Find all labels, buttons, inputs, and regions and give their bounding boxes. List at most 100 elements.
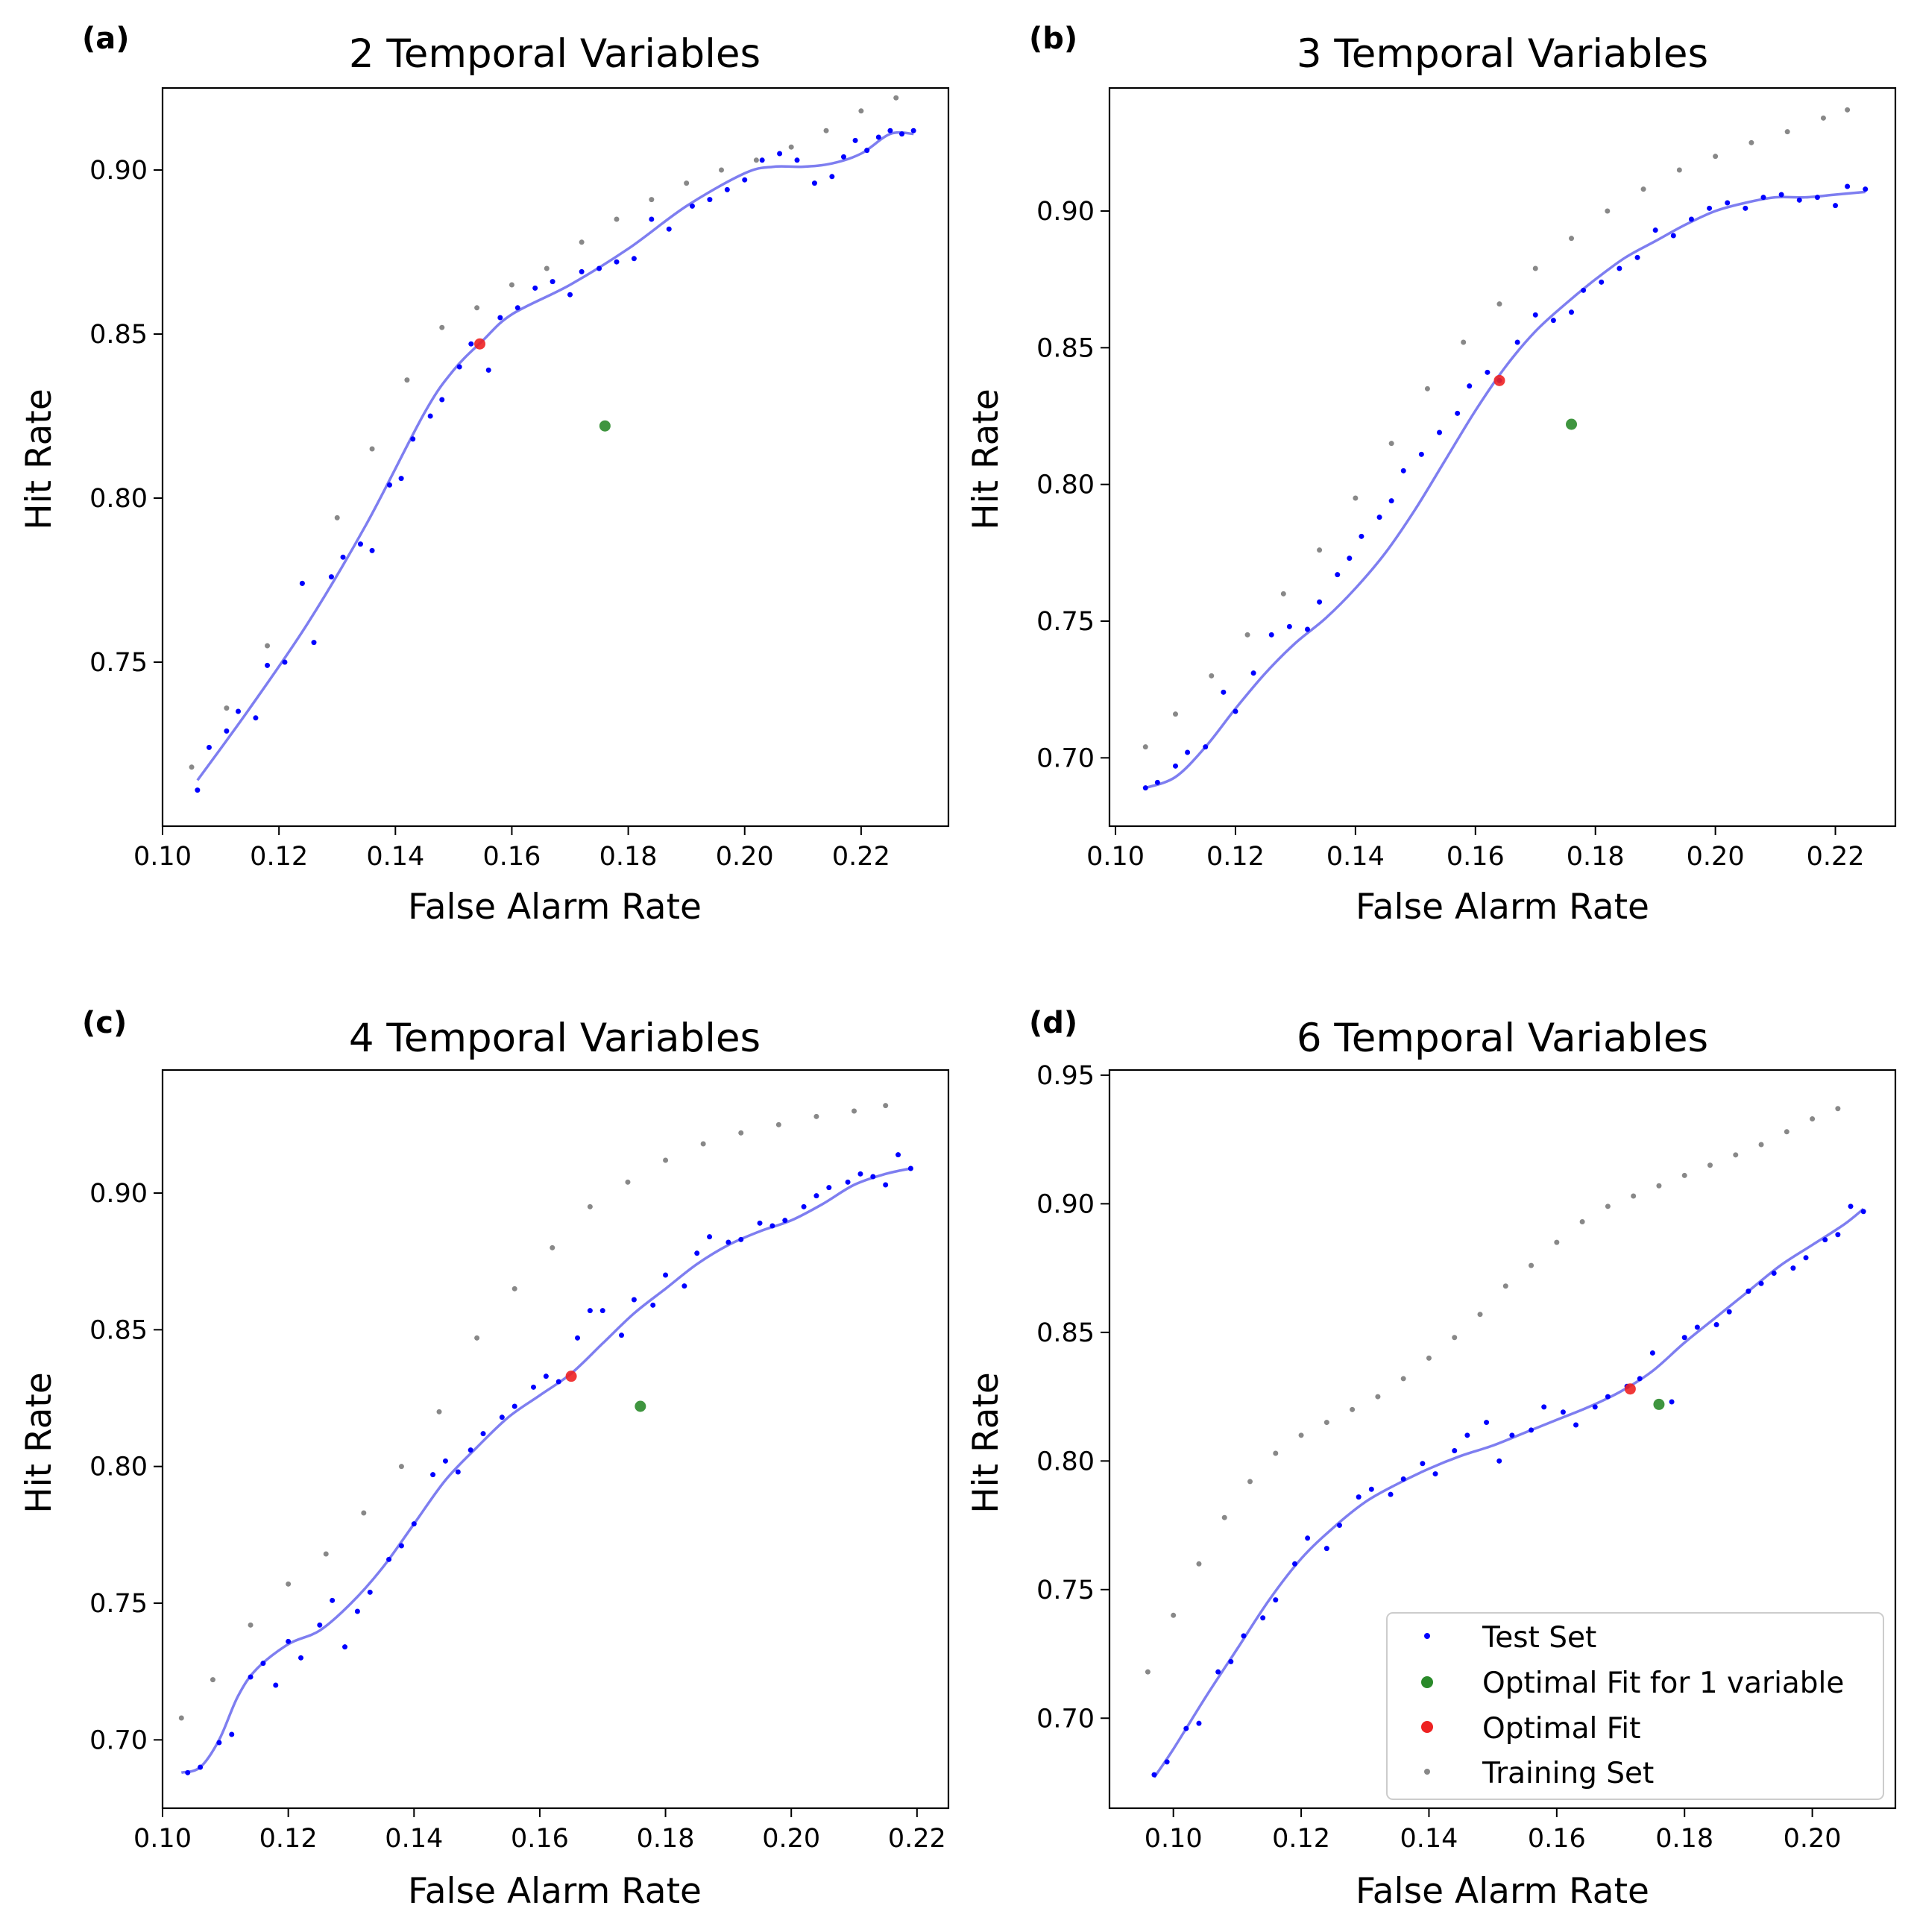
test-point [198,1764,204,1770]
test-point [1532,312,1538,318]
training-point [753,157,759,163]
training-point [1298,1432,1304,1438]
plot-area-1: 0.10 0.12 0.14 0.16 0.18 0.20 0.22 0.70 0.75 0.80… [1036,86,1897,872]
test-point [286,1638,292,1644]
test-point [1336,1523,1342,1529]
test-point [649,216,655,222]
y-tick-label: 0.90 [1036,197,1095,227]
optimal-fit-point [474,338,486,350]
training-point [509,282,514,288]
panel-title: 2 Temporal Variables [349,31,761,77]
x-axis-label: False Alarm Rate [408,887,702,928]
test-point [1233,708,1238,714]
y-tick-label: 0.75 [1036,1576,1095,1605]
test-point [248,1674,254,1680]
training-point [369,446,375,452]
test-point [195,787,201,793]
test-point [317,1622,323,1628]
x-axis-label: False Alarm Rate [1356,1871,1649,1912]
test-point [579,268,585,274]
x-tick-label: 0.20 [1687,842,1745,872]
y-tick-label: 0.70 [1036,1704,1095,1734]
y-tick-label: 0.75 [1036,607,1095,637]
test-point [442,1458,448,1464]
y-tick-label: 0.80 [89,1453,148,1482]
test-point [875,134,881,140]
training-point [189,764,195,770]
legend-label: Training Set [1482,1757,1654,1790]
training-point [1209,673,1215,679]
test-point [1388,1491,1394,1497]
test-point [1376,515,1382,520]
y-tick-label: 0.80 [1036,471,1095,500]
test-point [1833,203,1839,209]
panel-title: 4 Temporal Variables [349,1016,761,1061]
test-point [650,1302,656,1308]
training-point [210,1677,215,1683]
training-point [511,1286,517,1291]
test-point [1268,632,1274,638]
test-point [511,1403,517,1409]
test-point [1185,749,1191,755]
x-tick-label: 0.16 [1447,842,1505,872]
test-point [543,1374,549,1379]
test-point [386,482,392,488]
test-point [1760,195,1766,201]
test-point [829,174,835,180]
y-axis-label: Hit Rate [19,1372,60,1514]
training-point [788,144,794,150]
test-point [1432,1471,1438,1477]
test-point [631,256,637,262]
training-point [1784,1129,1789,1135]
test-point [340,554,346,560]
training-point [474,1335,480,1341]
test-point [1437,429,1443,435]
test-point [1573,1422,1579,1428]
x-tick-label: 0.12 [1206,842,1265,872]
training-point [1748,139,1754,145]
training-point [1388,441,1394,447]
test-point [1694,1324,1700,1330]
test-point [1848,1203,1854,1209]
training-point [1605,208,1611,214]
training-point [1142,744,1148,750]
training-point [361,1510,367,1516]
y-tick-label: 0.80 [89,484,148,514]
training-point [1845,107,1851,113]
test-point [883,1182,889,1188]
test-point [1634,254,1640,260]
test-point [273,1682,279,1688]
training-point [1496,301,1502,307]
test-point [468,341,474,347]
training-point [858,108,864,114]
test-point [369,547,375,553]
test-point [907,1165,913,1171]
test-point [224,728,230,734]
x-tick-label: 0.22 [832,842,890,872]
test-point [1347,556,1353,561]
test-point [826,1185,832,1191]
training-point [1350,1406,1356,1412]
x-tick-label: 0.12 [1272,1824,1330,1854]
legend-marker-optimal [1421,1721,1433,1733]
test-point [282,659,288,665]
training-point [1532,265,1538,271]
test-point [1196,1720,1202,1726]
x-tick-label: 0.10 [133,1824,192,1854]
test-point [1400,1476,1406,1482]
training-point [1221,1514,1227,1520]
optimal-fit-1-variable-point [1566,418,1578,430]
test-point [206,744,212,750]
axes-frame [161,1069,950,1810]
training-point [436,1409,442,1415]
test-point [1305,1535,1311,1541]
test-point [619,1332,625,1338]
x-tick-label: 0.18 [637,1824,695,1854]
training-point [248,1622,254,1628]
optimal-fit-1-variable-point [635,1400,646,1412]
test-point [497,315,503,321]
legend-entry-optimal-fit-1-variable: Optimal Fit for 1 variable [1421,1667,1844,1700]
optimal-fit-point [1493,374,1505,386]
test-point [1652,227,1658,233]
test-point [398,476,404,482]
